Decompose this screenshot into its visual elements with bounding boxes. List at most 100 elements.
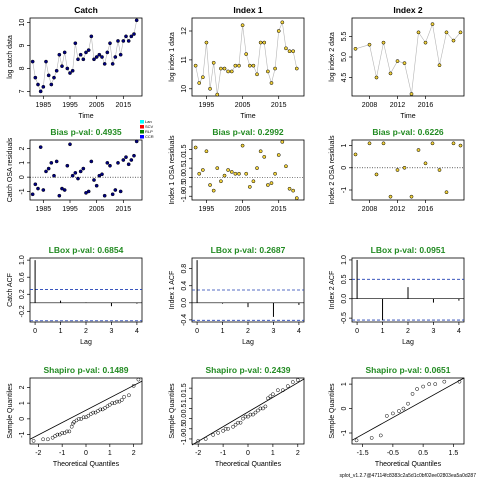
data-point: [126, 162, 131, 167]
data-point: [211, 188, 216, 193]
data-point: [251, 63, 256, 68]
qq-point: [50, 435, 55, 440]
data-point: [46, 166, 51, 171]
chart-panel-5: Bias p-val: 0.6226 2008 2012 2016 -1 0 1 Index …: [329, 127, 465, 213]
data-point: [105, 50, 110, 55]
data-point: [215, 92, 220, 97]
data-point: [266, 69, 270, 74]
x-tick-label: 4: [457, 328, 461, 335]
data-point: [381, 141, 386, 146]
data-point: [222, 66, 227, 71]
data-point: [134, 18, 139, 23]
data-point: [44, 169, 48, 174]
data-point: [437, 168, 442, 172]
x-tick-label: 2015: [116, 102, 132, 109]
data-point: [280, 140, 285, 144]
data-point: [76, 57, 80, 62]
qq-point: [256, 408, 260, 413]
qq-point: [378, 433, 383, 438]
qq-point: [248, 412, 253, 417]
y-tick-label: -0.5: [181, 423, 188, 435]
chart-title: Bias p-val: 0.2992: [212, 127, 284, 137]
y-tick-label: 2: [19, 385, 26, 389]
data-point: [247, 63, 252, 68]
data-point: [269, 181, 274, 185]
data-point: [121, 39, 126, 43]
data-point: [110, 62, 115, 66]
data-point: [388, 194, 393, 199]
data-point: [193, 145, 198, 150]
data-point: [92, 178, 96, 182]
chart-title: LBox p-val: 0.0951: [371, 245, 446, 255]
x-tick-label: 2: [84, 328, 88, 335]
qq-point: [457, 379, 462, 384]
data-point: [291, 49, 296, 54]
data-point: [353, 152, 358, 157]
qq-point: [105, 404, 110, 409]
x-axis-label: Lag: [402, 339, 414, 346]
plot-frame: [29, 257, 143, 323]
x-tick-label: 1985: [36, 206, 52, 213]
x-tick-label: 0: [33, 328, 37, 335]
data-point: [294, 196, 299, 200]
chart-panel-2: Index 2 2008 2012 2016 4.5 5.0 5.5 Time log inde…: [329, 5, 465, 120]
data-point: [219, 66, 223, 71]
x-tick-label: 0: [84, 450, 88, 457]
data-point: [86, 48, 91, 52]
data-point: [113, 188, 118, 192]
y-tick-label: 0.2: [19, 289, 26, 299]
x-tick-label: 2012: [390, 102, 406, 109]
chart-panel-10: Shapiro p-val: 0.2439 -2 -1 0 1 2 -1.0-0.50.00…: [169, 365, 305, 468]
data-point: [84, 50, 88, 55]
y-tick-label: 1: [341, 144, 348, 148]
data-point: [233, 63, 238, 68]
y-tick-label: 9: [19, 43, 26, 47]
y-tick-label: 0.6: [19, 272, 26, 282]
data-point: [68, 71, 72, 75]
y-tick-label: 0.5: [181, 163, 188, 173]
x-tick-label: 3: [110, 328, 114, 335]
data-point: [416, 148, 421, 152]
data-point: [129, 34, 134, 39]
data-point: [266, 183, 270, 187]
qq-point: [261, 406, 265, 411]
y-tick-label: -0.5: [181, 181, 188, 193]
y-tick-label: 1.5: [181, 144, 188, 154]
data-point: [204, 40, 209, 45]
chart-panel-1: Index 1 1995 2005 2015 10 11 12 Time log index 1…: [169, 5, 305, 120]
data-point: [233, 171, 238, 176]
y-axis-label: Sample Quantiles: [7, 383, 14, 439]
x-tick-label: 1: [108, 450, 112, 457]
qq-point: [401, 406, 406, 411]
qq-point: [266, 396, 270, 401]
data-point: [54, 159, 59, 164]
x-tick-label: -0.5: [387, 450, 399, 457]
data-point: [353, 46, 358, 51]
qq-point: [268, 394, 273, 399]
qq-point: [112, 401, 117, 405]
x-tick-label: 3: [432, 328, 436, 335]
y-tick-label: 1: [19, 401, 26, 405]
x-tick-label: 2015: [271, 102, 287, 109]
qq-point: [243, 414, 248, 419]
x-axis-label: Time: [400, 113, 415, 120]
x-tick-label: 1: [59, 328, 63, 335]
data-point: [255, 166, 259, 170]
legend-swatch: [140, 125, 144, 129]
x-tick-label: 4: [135, 328, 139, 335]
qq-point: [57, 432, 62, 437]
x-tick-label: 2005: [89, 102, 105, 109]
chart-panel-6: LBox p-val: 0.6854 0 1 2 3 4 -0.2 0.2 0.6 1.0 Lag C…: [7, 245, 143, 346]
qq-point: [60, 431, 65, 435]
data-point: [62, 188, 67, 192]
data-point: [229, 69, 234, 74]
y-axis-label: Sample Quantiles: [329, 383, 336, 439]
data-point: [73, 41, 78, 46]
qq-point: [406, 401, 410, 406]
y-tick-label: 10: [19, 19, 26, 27]
data-point: [57, 52, 62, 57]
y-tick-label: -1: [19, 188, 26, 194]
y-tick-label: 0.0: [181, 414, 188, 424]
y-tick-label: 0.0: [181, 298, 188, 308]
